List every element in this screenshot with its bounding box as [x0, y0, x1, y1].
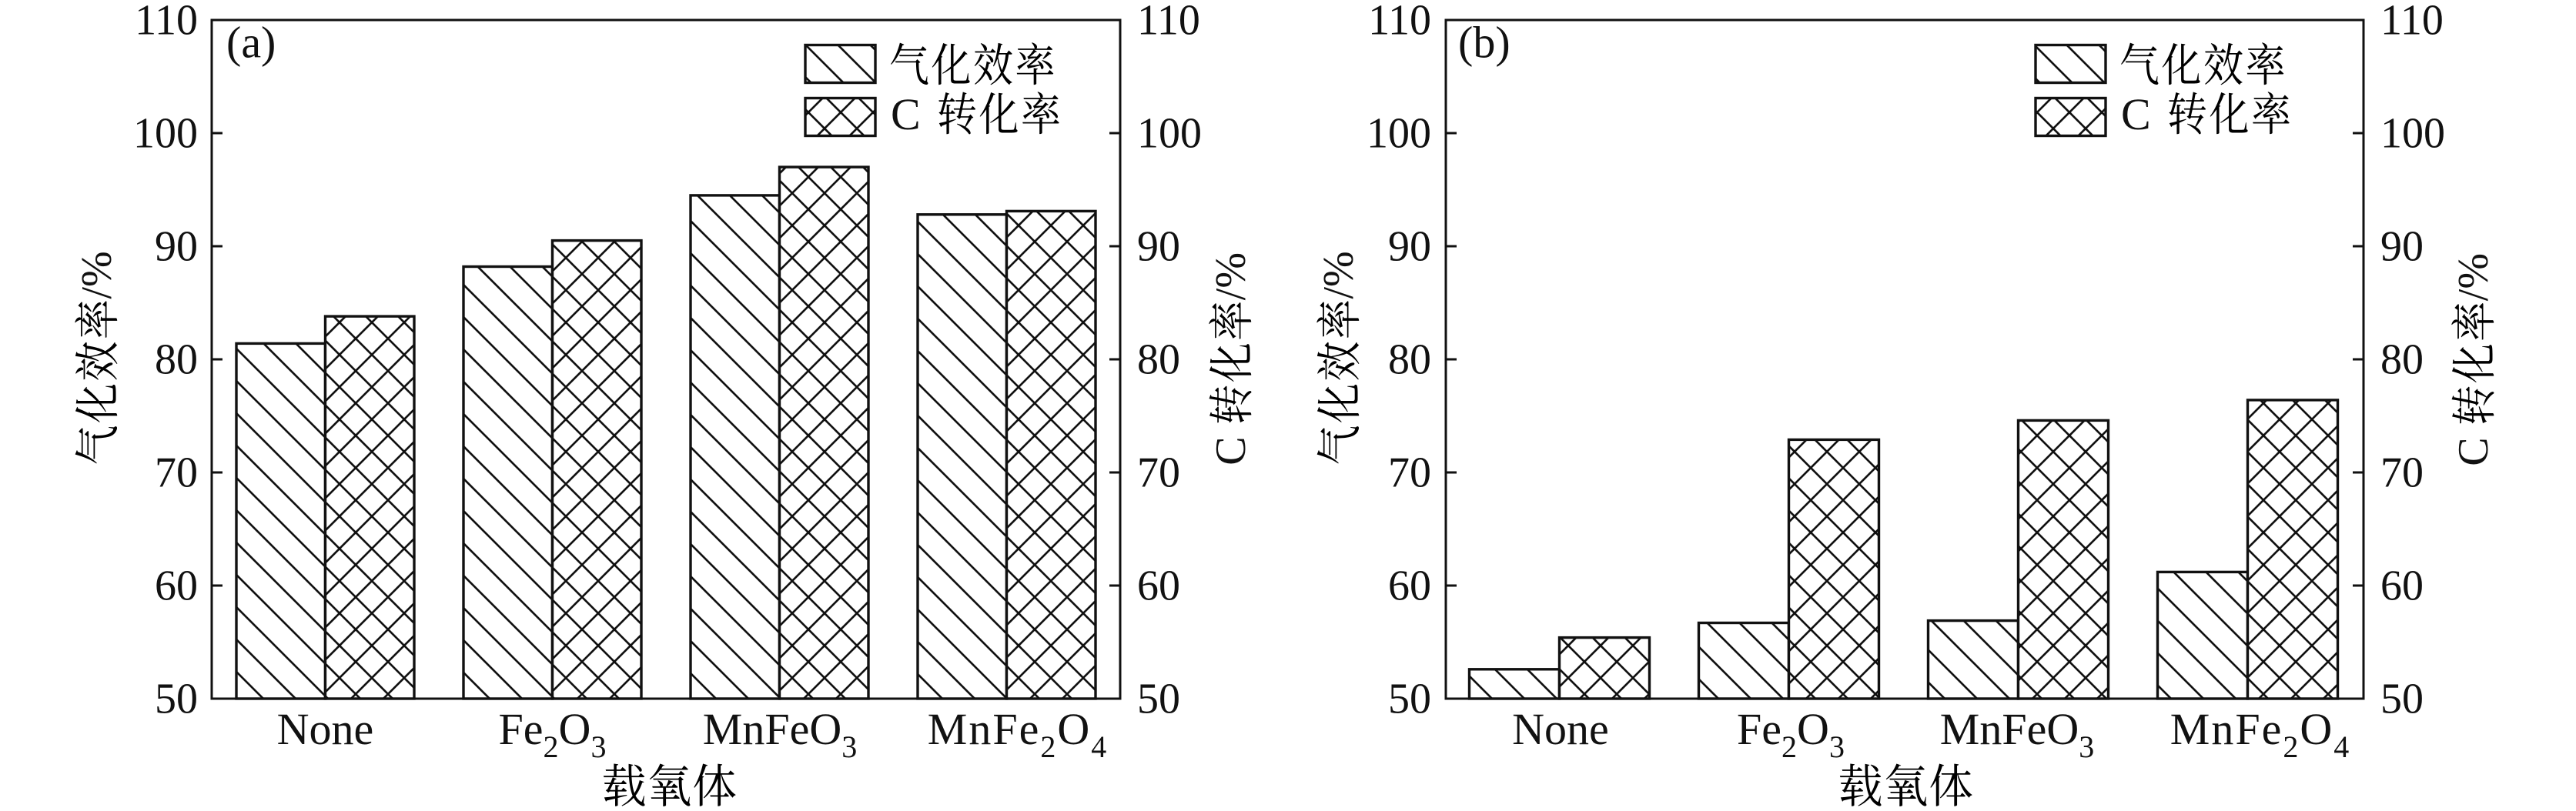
svg-text:/%: /%	[1315, 251, 1363, 299]
svg-text:50: 50	[2380, 676, 2424, 723]
svg-text:/%: /%	[1207, 252, 1255, 300]
svg-text:110: 110	[1137, 0, 1200, 45]
svg-text:100: 100	[1137, 110, 1202, 158]
svg-text:(b): (b)	[1458, 18, 1510, 68]
svg-text:100: 100	[2380, 110, 2445, 158]
svg-text:50: 50	[1388, 676, 1431, 723]
svg-text:90: 90	[1388, 223, 1431, 271]
svg-text:None: None	[1512, 704, 1609, 754]
svg-text:60: 60	[1137, 562, 1180, 610]
svg-text:70: 70	[1388, 449, 1431, 497]
svg-text:/%: /%	[73, 251, 121, 299]
svg-text:C: C	[2121, 89, 2151, 139]
svg-text:90: 90	[2380, 223, 2424, 271]
svg-text:110: 110	[135, 0, 198, 45]
svg-text:50: 50	[155, 676, 198, 723]
svg-text:70: 70	[155, 449, 198, 497]
svg-text:C: C	[891, 89, 921, 139]
svg-text:None: None	[277, 704, 374, 754]
svg-text:100: 100	[133, 110, 198, 158]
svg-text:50: 50	[1137, 676, 1180, 723]
svg-text:C: C	[1207, 436, 1255, 465]
svg-text:80: 80	[1388, 336, 1431, 384]
svg-text:110: 110	[1368, 0, 1431, 45]
svg-text:(a): (a)	[226, 18, 276, 68]
svg-text:C: C	[2450, 437, 2497, 466]
svg-text:90: 90	[155, 223, 198, 271]
svg-text:60: 60	[2380, 562, 2424, 610]
svg-text:80: 80	[1137, 336, 1180, 384]
svg-text:80: 80	[2380, 336, 2424, 384]
svg-text:100: 100	[1367, 110, 1431, 158]
svg-text:70: 70	[1137, 449, 1180, 497]
svg-text:80: 80	[155, 336, 198, 384]
svg-text:60: 60	[1388, 562, 1431, 610]
svg-text:60: 60	[155, 562, 198, 610]
svg-text:/%: /%	[2450, 253, 2497, 301]
svg-text:70: 70	[2380, 449, 2424, 497]
svg-text:90: 90	[1137, 223, 1180, 271]
svg-text:110: 110	[2380, 0, 2444, 45]
